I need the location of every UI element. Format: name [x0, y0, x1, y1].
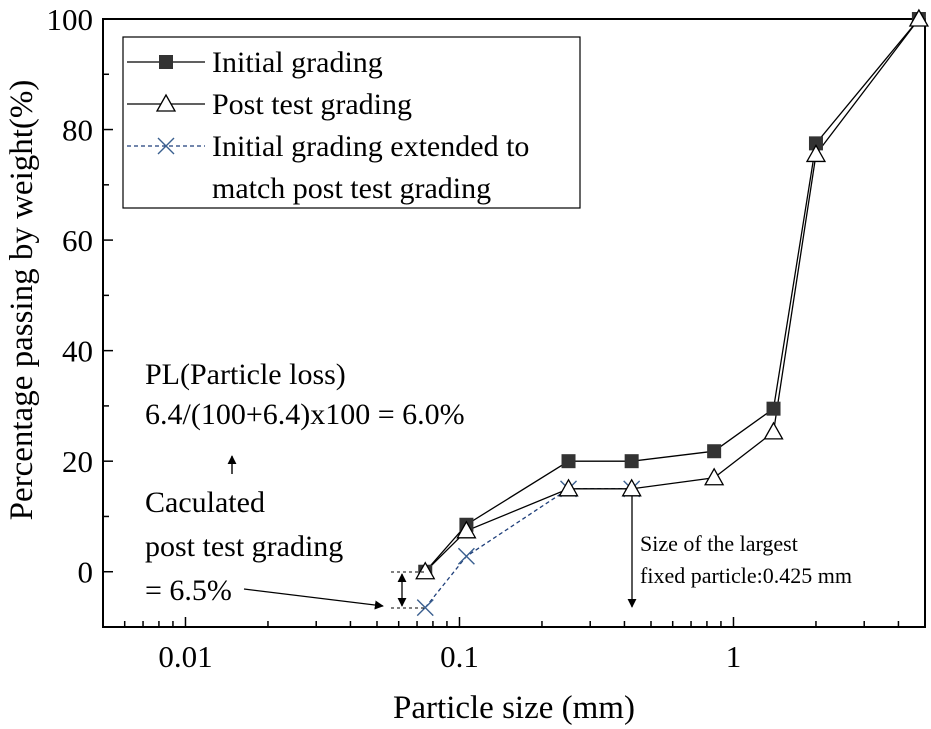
data-point-triangle [621, 478, 642, 497]
data-point-cross [416, 599, 434, 617]
annotation-size-line2: fixed particle:0.425 mm [640, 563, 852, 588]
legend-marker-triangle [155, 93, 177, 112]
series-line-1 [424, 18, 920, 573]
annotation-pointer-arrow [243, 588, 384, 610]
annotation-particle-loss: PL(Particle loss) 6.4/(100+6.4)x100 = 6.… [145, 358, 465, 474]
y-axis-label: Percentage passing by weight(%) [4, 80, 40, 521]
legend-marker-square [159, 55, 173, 69]
legend-item-extended-grading: Initial grading extended to match post t… [127, 130, 529, 205]
x-tick-label: 0.1 [440, 639, 479, 674]
y-tick-label: 100 [47, 2, 94, 37]
legend-marker-cross [157, 137, 175, 155]
plot-frame [102, 18, 926, 628]
annotation-calculated: Caculated post test grading = 6.5% [145, 486, 424, 610]
data-point-triangle [805, 144, 827, 163]
legend-label-extended-line2: match post test grading [212, 172, 491, 205]
legend-label-post-test-grading: Post test grading [212, 88, 412, 121]
annotation-pl-title: PL(Particle loss) [145, 358, 346, 391]
annotation-largest-particle: Size of the largest fixed particle:0.425… [627, 496, 852, 608]
y-tick-label: 60 [62, 223, 93, 258]
x-axis-label: Particle size (mm) [393, 690, 635, 726]
y-axis: 0 20 40 60 80 100 [47, 2, 113, 590]
y-tick-label: 20 [62, 444, 93, 479]
annotation-pl-formula: 6.4/(100+6.4)x100 = 6.0% [145, 398, 465, 431]
x-tick-label: 0.01 [158, 639, 212, 674]
x-axis: 0.01 0.1 1 [102, 617, 926, 674]
data-point-square [808, 136, 823, 151]
data-point-triangle [763, 421, 784, 440]
data-point-square [561, 454, 576, 469]
legend-label-extended-line1: Initial grading extended to [212, 130, 529, 163]
data-point-triangle [456, 520, 477, 539]
x-tick-label: 1 [726, 639, 742, 674]
annotation-calc-line1: Caculated [145, 486, 265, 519]
data-point-square [624, 454, 639, 469]
legend-item-initial-grading: Initial grading [127, 46, 383, 79]
data-point-triangle [558, 478, 579, 497]
series-line-2 [424, 488, 632, 609]
y-tick-label: 0 [78, 555, 94, 590]
annotation-size-line1: Size of the largest [640, 531, 798, 556]
annotation-calc-line2: post test grading [145, 530, 343, 563]
legend: Initial grading Post test grading Initia… [122, 36, 581, 209]
data-point-triangle [908, 8, 930, 27]
data-point-triangle [415, 561, 436, 580]
legend-label-initial-grading: Initial grading [212, 46, 383, 79]
series-layer [415, 8, 930, 617]
y-tick-label: 80 [62, 113, 93, 148]
y-tick-label: 40 [62, 334, 93, 369]
data-point-square [766, 401, 781, 416]
annotation-calc-line3: = 6.5% [145, 574, 232, 607]
data-point-square [707, 444, 722, 459]
legend-item-post-test-grading: Post test grading [127, 88, 412, 121]
series-line-0 [424, 18, 920, 573]
data-point-triangle [704, 467, 725, 486]
data-point-cross [457, 547, 475, 565]
legend-box [122, 36, 581, 209]
